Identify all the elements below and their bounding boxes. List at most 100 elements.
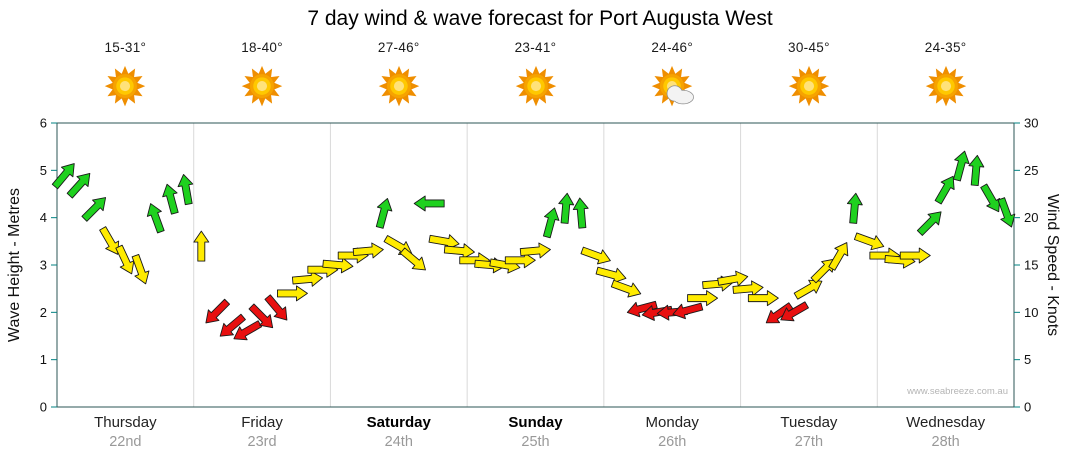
left-tick-label: 0	[40, 400, 47, 415]
wind-arrow	[595, 266, 627, 284]
day-name: Thursday	[94, 414, 157, 431]
right-tick-label: 30	[1024, 116, 1038, 131]
wind-arrow	[780, 301, 809, 322]
wind-arrow	[626, 300, 658, 318]
wind-arrow	[352, 242, 384, 259]
wind-arrow	[81, 197, 107, 222]
right-tick-label: 20	[1024, 210, 1038, 225]
wind-arrow	[399, 247, 426, 271]
wind-arrow	[233, 320, 263, 341]
wind-arrow	[828, 242, 849, 271]
day-label: Monday 26th	[646, 414, 699, 450]
day-name: Friday	[241, 414, 283, 431]
wind-arrow	[997, 197, 1016, 228]
wind-arrow	[375, 197, 393, 229]
right-tick-label: 15	[1024, 258, 1038, 273]
wind-arrow	[916, 211, 942, 236]
day-name: Tuesday	[780, 414, 838, 431]
day-date: 23rd	[247, 434, 277, 450]
wind-arrow	[277, 285, 308, 302]
day-date: 24th	[384, 434, 413, 450]
day-header: 23-41°	[512, 40, 560, 110]
wind-arrow	[968, 154, 985, 187]
left-tick-label: 1	[40, 352, 47, 367]
wind-arrow	[146, 203, 165, 234]
wind-arrow	[542, 207, 560, 239]
day-temp-range: 15-31°	[104, 40, 147, 55]
day-header: 15-31°	[101, 40, 149, 110]
wind-arrow	[264, 294, 288, 321]
day-label: Saturday 24th	[367, 414, 431, 450]
wind-arrow	[810, 258, 836, 284]
day-date: 28th	[931, 434, 960, 450]
wind-arrow	[558, 192, 575, 224]
sun-icon	[241, 65, 283, 107]
wind-arrow	[248, 303, 274, 329]
day-header: 24-46°	[648, 40, 696, 110]
sun-icon	[788, 65, 830, 107]
wind-arrow	[717, 270, 749, 287]
wind-arrow	[610, 279, 642, 298]
right-tick-label: 5	[1024, 352, 1031, 367]
day-label: Friday 23rd	[241, 414, 283, 450]
day-temp-range: 27-46°	[377, 40, 420, 55]
day-temp-range: 24-46°	[651, 40, 694, 55]
day-temp-range: 24-35°	[924, 40, 967, 55]
left-tick-label: 3	[40, 258, 47, 273]
wind-arrow	[131, 253, 150, 285]
sun-icon	[105, 65, 146, 107]
day-date: 27th	[794, 434, 824, 450]
sun-icon	[925, 65, 966, 107]
left-tick-label: 2	[40, 305, 47, 320]
day-header: 18-40°	[238, 40, 286, 110]
right-tick-label: 25	[1024, 163, 1038, 178]
wind-arrow	[672, 302, 704, 320]
left-tick-label: 6	[40, 116, 47, 131]
day-label: Tuesday 27th	[780, 414, 837, 450]
wind-arrow	[66, 172, 91, 199]
day-date: 25th	[521, 434, 550, 450]
day-temp-range: 30-45°	[788, 40, 830, 55]
wind-arrow	[205, 298, 231, 324]
wind-arrow	[980, 183, 1001, 213]
day-header: 27-46°	[375, 40, 423, 110]
day-header: 30-45°	[785, 40, 833, 110]
sun-icon	[378, 65, 420, 107]
wind-arrow	[413, 195, 445, 212]
wind-arrow	[177, 174, 194, 206]
wind-arrow	[99, 226, 120, 255]
day-name: Sunday	[508, 414, 563, 431]
wind-arrow	[899, 247, 931, 264]
left-axis-label: Wave Height - Metres	[6, 187, 23, 343]
day-date: 26th	[658, 434, 687, 450]
wind-arrow	[572, 197, 589, 229]
right-tick-label: 10	[1024, 305, 1038, 320]
day-label: Sunday 25th	[508, 414, 562, 450]
day-header: 24-35°	[922, 40, 970, 110]
wind-arrow	[193, 230, 210, 262]
wind-arrow	[162, 183, 179, 215]
sun-cloud-icon	[651, 65, 695, 107]
day-name: Saturday	[366, 414, 431, 431]
wind-arrow	[853, 232, 885, 251]
wind-arrow	[747, 290, 779, 307]
wind-arrow	[219, 313, 246, 337]
left-tick-label: 4	[40, 210, 47, 225]
day-date: 22nd	[109, 434, 142, 450]
left-tick-label: 5	[40, 163, 47, 178]
day-temp-range: 23-41°	[514, 40, 557, 55]
wind-arrow	[519, 242, 551, 259]
wind-arrow	[846, 192, 863, 224]
right-tick-label: 0	[1024, 400, 1031, 415]
right-axis-label: Wind Speed - Knots	[1044, 193, 1061, 337]
sun-icon	[515, 65, 556, 107]
wind-arrow	[793, 279, 823, 300]
wind-arrow	[580, 246, 611, 265]
watermark: www.seabreeze.com.au	[907, 386, 1008, 397]
chart-title: 7 day wind & wave forecast for Port Augu…	[307, 7, 773, 30]
day-label: Wednesday 28th	[906, 414, 985, 450]
wind-arrow	[934, 175, 955, 205]
wind-arrow	[953, 150, 970, 182]
